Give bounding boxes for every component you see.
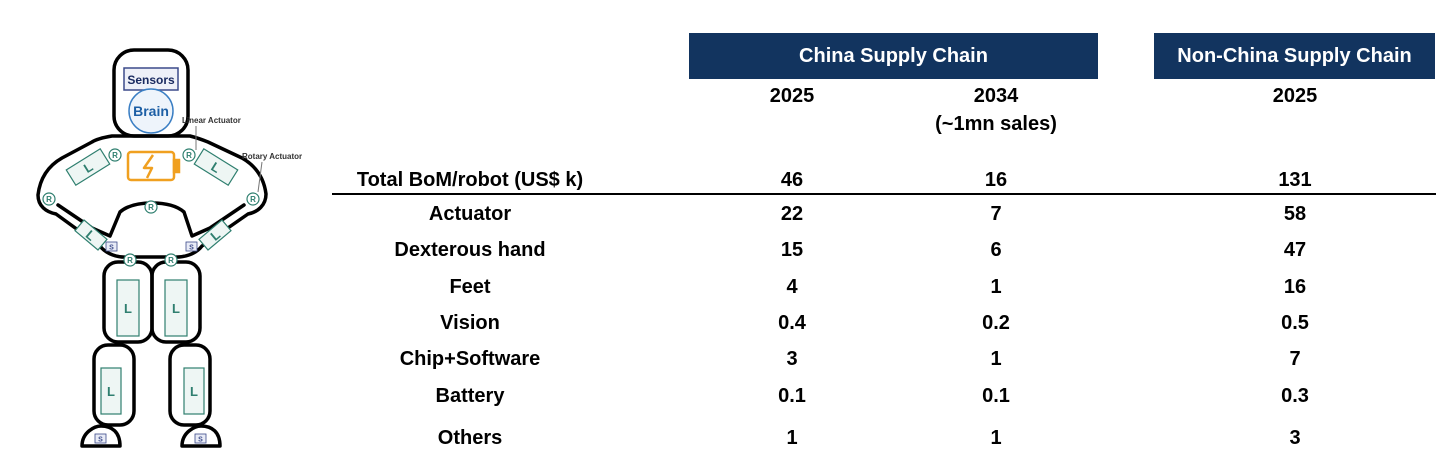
sensor-marker-icon: S xyxy=(194,433,207,444)
svg-text:S: S xyxy=(189,245,194,252)
column-year-china-2034: 2034 xyxy=(973,85,1019,107)
cell-nonchina-2025: 3 xyxy=(1289,427,1301,449)
cell-china-2034: 0.2 xyxy=(982,312,1010,334)
linear-actuator-label: Linear Actuator xyxy=(182,116,241,125)
svg-text:R: R xyxy=(168,256,174,265)
total-value-nonchina-2025: 131 xyxy=(1278,169,1312,191)
svg-text:S: S xyxy=(198,437,203,444)
brain-circle xyxy=(128,88,174,134)
svg-text:R: R xyxy=(186,151,192,160)
row-label: Vision xyxy=(440,312,500,334)
cell-china-2025: 1 xyxy=(786,427,798,449)
total-row-label: Total BoM/robot (US$ k) xyxy=(356,169,584,191)
non-china-supply-chain-header: Non-China Supply Chain xyxy=(1154,33,1435,79)
right-lower-leg xyxy=(168,343,212,427)
cell-china-2025: 15 xyxy=(780,239,804,261)
cell-china-2034: 1 xyxy=(990,276,1002,298)
linear-actuator-icon: L xyxy=(198,219,232,251)
linear-actuator-icon: L xyxy=(74,219,108,251)
row-label: Actuator xyxy=(428,203,512,225)
rotary-actuator-icon: R xyxy=(42,192,56,206)
brain-label: Brain xyxy=(133,103,169,119)
svg-text:S: S xyxy=(98,437,103,444)
row-label: Battery xyxy=(435,385,505,407)
svg-text:R: R xyxy=(127,256,133,265)
column-note-china-2034: (~1mn sales) xyxy=(935,113,1057,135)
row-label: Others xyxy=(437,427,503,449)
left-lower-leg xyxy=(92,343,136,427)
sensor-marker-icon: S xyxy=(105,241,118,252)
svg-text:L: L xyxy=(124,301,132,316)
svg-text:S: S xyxy=(109,245,114,252)
cell-nonchina-2025: 58 xyxy=(1283,203,1307,225)
rotary-actuator-label: Rotary Actuator xyxy=(242,152,302,161)
cell-china-2025: 22 xyxy=(780,203,804,225)
sensor-marker-icon: S xyxy=(185,241,198,252)
linear-actuator-icon: L xyxy=(164,279,188,337)
cell-nonchina-2025: 47 xyxy=(1283,239,1307,261)
cell-china-2034: 6 xyxy=(990,239,1002,261)
sensor-marker-icon: S xyxy=(94,433,107,444)
cell-nonchina-2025: 0.3 xyxy=(1281,385,1309,407)
column-year-nonchina-2025: 2025 xyxy=(1272,85,1318,107)
svg-text:R: R xyxy=(46,195,52,204)
cell-china-2025: 0.4 xyxy=(778,312,806,334)
cell-nonchina-2025: 7 xyxy=(1289,348,1301,370)
cell-china-2034: 1 xyxy=(990,427,1002,449)
linear-actuator-icon: L xyxy=(100,367,122,415)
svg-text:R: R xyxy=(112,151,118,160)
robot-torso xyxy=(36,134,268,259)
total-value-china-2025: 46 xyxy=(780,169,804,191)
linear-actuator-icon: L xyxy=(183,367,205,415)
rotary-actuator-icon: R xyxy=(123,253,137,267)
rotary-actuator-icon: R xyxy=(246,192,260,206)
linear-actuator-icon: L xyxy=(65,147,111,187)
row-label: Chip+Software xyxy=(399,348,541,370)
svg-text:R: R xyxy=(250,195,256,204)
column-year-china-2025: 2025 xyxy=(769,85,815,107)
svg-text:L: L xyxy=(190,384,198,399)
cell-china-2034: 7 xyxy=(990,203,1002,225)
row-label: Dexterous hand xyxy=(394,239,546,261)
cell-china-2025: 0.1 xyxy=(778,385,806,407)
cell-nonchina-2025: 16 xyxy=(1283,276,1307,298)
cell-china-2025: 3 xyxy=(786,348,798,370)
cell-nonchina-2025: 0.5 xyxy=(1281,312,1309,334)
battery-icon xyxy=(126,150,181,182)
sensors-label: Sensors xyxy=(127,73,175,87)
right-foot xyxy=(180,424,222,448)
total-value-china-2034: 16 xyxy=(984,169,1008,191)
humanoid-robot-diagram: Sensors Brain Linear Actuator Rotary Act… xyxy=(36,48,302,448)
cell-china-2025: 4 xyxy=(786,276,798,298)
row-label: Feet xyxy=(449,276,491,298)
total-row-divider xyxy=(332,193,1436,195)
left-foot xyxy=(80,424,122,448)
svg-text:L: L xyxy=(172,301,180,316)
cell-china-2034: 0.1 xyxy=(982,385,1010,407)
rotary-actuator-icon: R xyxy=(144,200,158,214)
linear-actuator-icon: L xyxy=(193,147,239,187)
svg-text:R: R xyxy=(148,203,154,212)
cell-china-2034: 1 xyxy=(990,348,1002,370)
svg-text:L: L xyxy=(107,384,115,399)
rotary-actuator-icon: R xyxy=(182,148,196,162)
rotary-actuator-icon: R xyxy=(164,253,178,267)
china-supply-chain-header: China Supply Chain xyxy=(689,33,1098,79)
rotary-actuator-icon: R xyxy=(108,148,122,162)
linear-actuator-icon: L xyxy=(116,279,140,337)
